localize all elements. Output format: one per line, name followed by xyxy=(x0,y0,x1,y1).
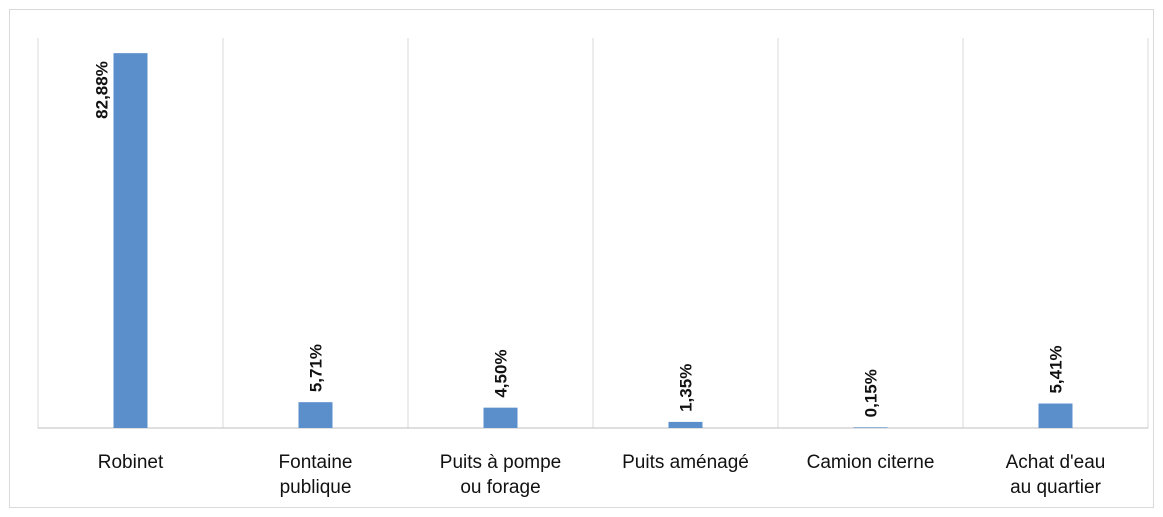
category-separators xyxy=(37,38,1149,428)
category-label: Achat d'eau au quartier xyxy=(1006,452,1106,498)
bar-value-label: 82,88% xyxy=(93,61,112,119)
bar xyxy=(668,421,703,428)
bar xyxy=(853,427,888,428)
category-label: Robinet xyxy=(98,452,164,473)
value-labels-group: 82,88% 5,71% 4,50% 1,35% 0,15% 5,41% xyxy=(93,61,1066,417)
bar-value-label: 5,41% xyxy=(1047,345,1066,393)
category-labels-group: Robinet Fontaine publique Puits à pompe ou f… xyxy=(98,452,1106,498)
bars-group xyxy=(113,53,1073,428)
category-label: Puits aménagé xyxy=(622,452,749,473)
category-label: Camion citerne xyxy=(807,452,935,473)
bar-value-label: 5,71% xyxy=(307,344,326,392)
bar-value-label: 4,50% xyxy=(492,349,511,397)
bar-value-label: 0,15% xyxy=(862,369,881,417)
bar-value-label: 1,35% xyxy=(677,364,696,412)
category-label: Fontaine publique xyxy=(279,452,353,498)
bar xyxy=(483,407,518,428)
bar xyxy=(113,53,148,428)
bar xyxy=(298,402,333,428)
category-label: Puits à pompe ou forage xyxy=(440,452,561,498)
bar xyxy=(1038,403,1073,428)
